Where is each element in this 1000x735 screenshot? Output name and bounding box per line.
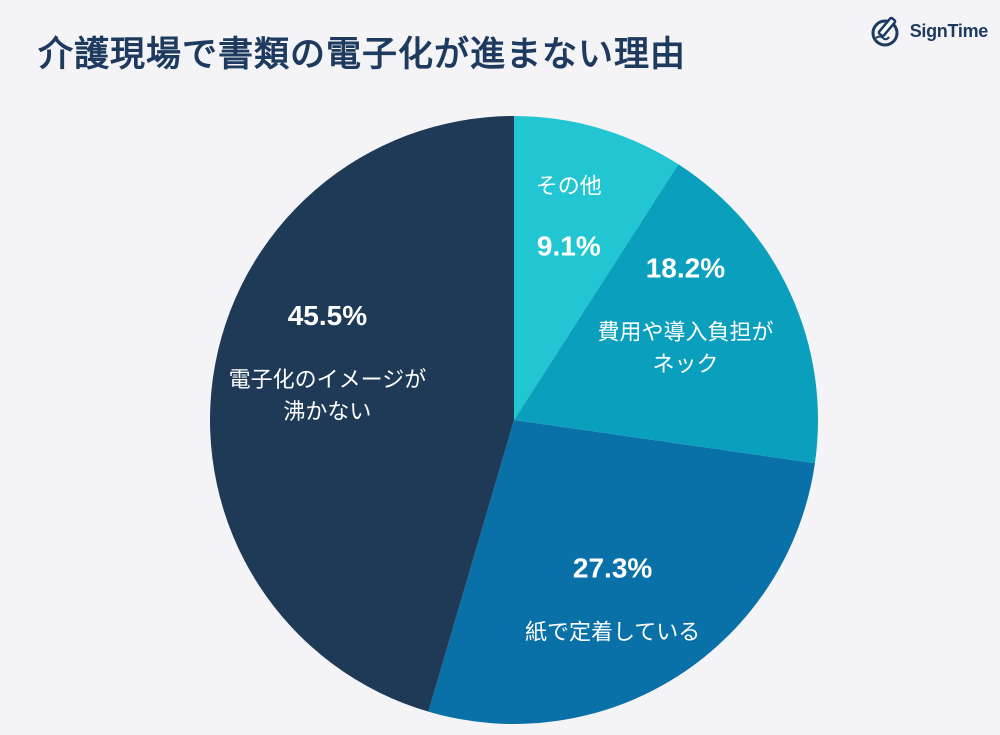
slice-category-label: その他: [536, 174, 602, 199]
slice-category-label: 費用や導入負担が: [597, 321, 773, 346]
pie-slice: [428, 420, 815, 724]
slice-category-label: ネック: [652, 353, 718, 378]
pie-slice: [514, 116, 679, 420]
pie-slices: [210, 116, 818, 724]
signature-pen-icon: [871, 16, 899, 47]
slice-value-label: 27.3%: [573, 552, 652, 583]
brand-logo: SignTime: [870, 14, 988, 48]
slice-value-label: 9.1%: [537, 230, 601, 261]
slice-category-label: 沸かない: [283, 400, 371, 425]
page-title: 介護現場で書類の電子化が進まない理由: [38, 35, 687, 75]
slice-value-label: 18.2%: [646, 253, 725, 284]
slice-category-label: 電子化のイメージが: [229, 368, 427, 393]
brand-name: SignTime: [909, 20, 989, 41]
slice-category-label: 紙で定着している: [525, 620, 700, 645]
slice-value-label: 45.5%: [288, 300, 367, 331]
pie-slice: [514, 164, 818, 464]
pie-slice: [210, 116, 514, 712]
